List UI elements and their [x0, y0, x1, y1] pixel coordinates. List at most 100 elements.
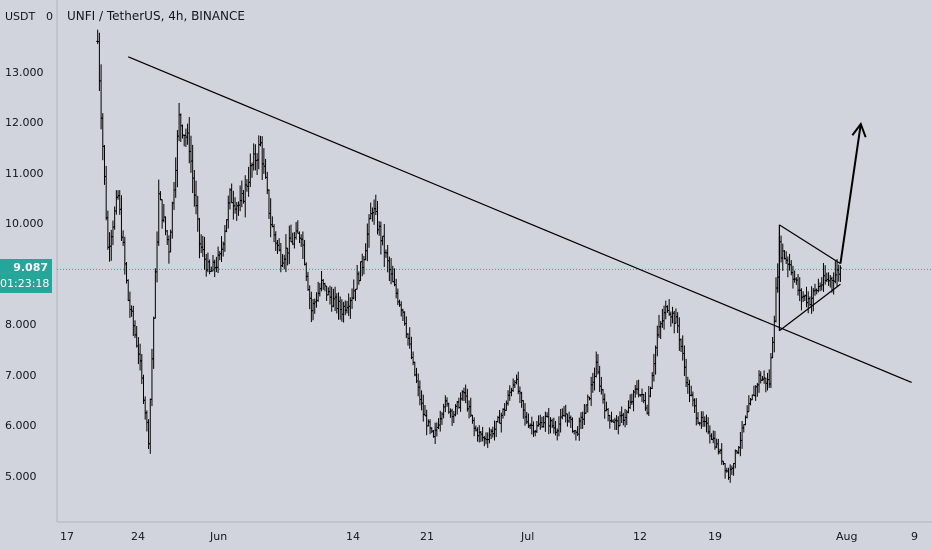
- ohlc-bar: [793, 270, 797, 283]
- ohlc-bar: [727, 467, 731, 480]
- ohlc-bar: [421, 394, 425, 422]
- ohlc-bar: [172, 182, 176, 210]
- time-tick-label: Jun: [209, 530, 227, 543]
- ohlc-bar: [798, 277, 802, 302]
- ohlc-bar: [342, 301, 346, 323]
- ohlc-bar: [708, 425, 712, 444]
- ohlc-bar: [552, 417, 556, 434]
- ohlc-bar: [671, 306, 675, 324]
- ohlc-bar: [435, 422, 439, 437]
- ohlc-bar: [357, 271, 361, 285]
- ohlc-bar: [677, 317, 681, 351]
- ohlc-bar: [153, 268, 157, 319]
- ohlc-bar: [174, 157, 178, 198]
- ohlc-bar: [521, 400, 525, 419]
- ohlc-bar: [386, 244, 390, 273]
- ohlc-bar: [493, 420, 496, 441]
- ohlc-bar: [433, 422, 437, 444]
- drawing-tools[interactable]: [127, 56, 912, 384]
- ohlc-bar: [791, 265, 795, 289]
- ohlc-bar: [464, 384, 468, 404]
- ohlc-bar: [520, 391, 524, 408]
- ohlc-bar: [126, 279, 130, 302]
- ohlc-bar: [810, 286, 814, 314]
- ohlc-bar: [394, 278, 398, 299]
- ohlc-bar: [109, 229, 113, 261]
- ohlc-bar: [333, 286, 337, 312]
- ohlc-bar: [131, 305, 135, 337]
- ohlc-bar: [255, 153, 259, 176]
- ohlc-bar: [486, 432, 490, 448]
- ohlc-bar: [264, 158, 268, 179]
- ohlc-bar: [494, 420, 498, 438]
- ohlc-bar: [306, 271, 310, 291]
- ohlc-bar: [462, 387, 466, 402]
- ohlc-bar: [102, 145, 106, 185]
- ohlc-bar: [404, 316, 408, 339]
- arrow-head-icon[interactable]: [851, 121, 867, 138]
- triangle-upper[interactable]: [779, 224, 841, 265]
- ohlc-bar: [725, 467, 729, 473]
- ohlc-bar: [759, 371, 763, 384]
- ohlc-bar: [108, 232, 112, 262]
- ohlc-bar: [253, 144, 257, 171]
- ohlc-bar: [438, 410, 442, 432]
- ohlc-bar: [535, 420, 539, 434]
- ohlc-bar: [182, 134, 186, 147]
- ohlc-bar: [369, 202, 373, 220]
- ohlc-bar: [630, 393, 634, 405]
- ohlc-bar: [450, 408, 454, 426]
- ohlc-bar: [350, 288, 354, 309]
- ohlc-bar: [106, 210, 110, 250]
- ohlc-bar: [547, 407, 551, 435]
- ohlc-bar: [406, 333, 410, 346]
- ohlc-bar: [267, 189, 271, 219]
- triangle-lower[interactable]: [779, 283, 841, 332]
- ohlc-bar: [401, 308, 405, 322]
- ohlc-bar: [184, 128, 188, 147]
- ohlc-bar: [664, 300, 668, 320]
- time-axis[interactable]: 17 24 Jun 14 21 Jul 12 19 Aug 9: [60, 530, 918, 543]
- ohlc-bar: [338, 296, 342, 320]
- ohlc-bar: [616, 416, 620, 435]
- ohlc-bar: [730, 465, 734, 476]
- ohlc-bar: [374, 194, 378, 216]
- ohlc-bar: [138, 343, 142, 371]
- ohlc-bar: [362, 255, 366, 275]
- ohlc-bar: [733, 449, 737, 469]
- time-tick-label: 12: [633, 530, 647, 543]
- ohlc-bar: [204, 253, 208, 277]
- ohlc-bar: [320, 270, 324, 292]
- ohlc-bar: [265, 171, 269, 195]
- price-tick-label: 6.000: [5, 419, 37, 432]
- ohlc-bars: [96, 29, 842, 483]
- ohlc-bar: [472, 417, 476, 437]
- ohlc-bar: [177, 102, 181, 142]
- trendline[interactable]: [127, 56, 912, 384]
- ohlc-bar: [213, 259, 217, 278]
- ohlc-bar: [459, 392, 463, 412]
- ohlc-bar: [508, 385, 512, 401]
- ohlc-bar: [437, 418, 441, 430]
- ohlc-bar: [398, 299, 402, 307]
- ohlc-bar: [164, 216, 168, 236]
- ohlc-bar: [815, 288, 819, 295]
- arrow-line[interactable]: [839, 123, 862, 264]
- ohlc-bar: [760, 375, 764, 381]
- ohlc-bar: [774, 277, 778, 323]
- ohlc-bar: [771, 336, 775, 359]
- symbol-title[interactable]: UNFI / TetherUS, 4h, BINANCE: [67, 9, 245, 23]
- ohlc-bar: [420, 390, 424, 411]
- ohlc-bar: [336, 292, 340, 320]
- ohlc-bar: [399, 301, 403, 317]
- ohlc-bar: [752, 385, 756, 397]
- ohlc-bar: [299, 234, 303, 247]
- ohlc-bar: [728, 464, 732, 483]
- ohlc-bar: [613, 417, 617, 430]
- price-axis[interactable]: 13.000 12.000 11.000 10.000 8.000 7.000 …: [5, 66, 44, 483]
- ohlc-bar: [615, 415, 619, 430]
- price-tick-label: 8.000: [5, 318, 37, 331]
- ohlc-bar: [513, 380, 517, 389]
